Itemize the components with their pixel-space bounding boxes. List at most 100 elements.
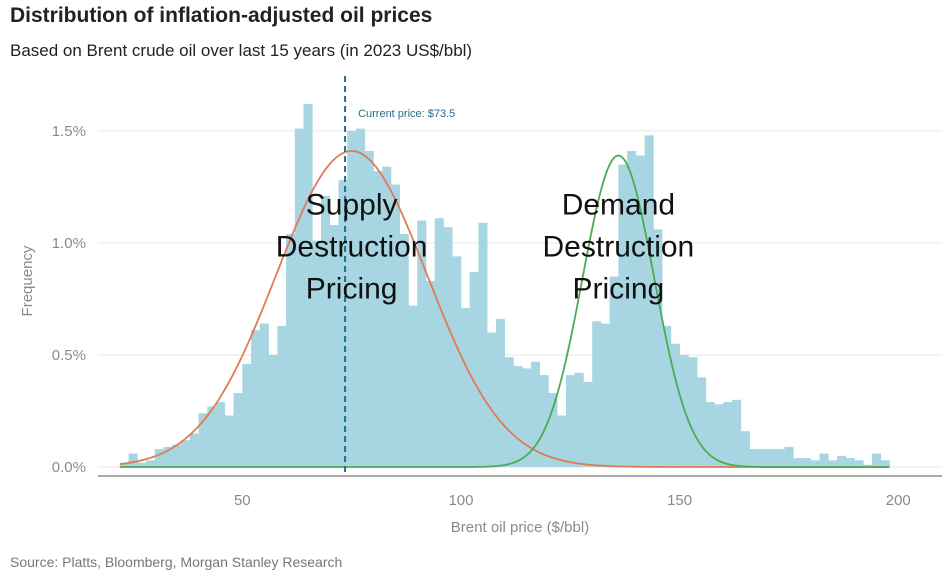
histogram-bar bbox=[268, 354, 278, 468]
demand-destruction-curve bbox=[119, 154, 890, 468]
histogram-bar bbox=[452, 256, 462, 468]
histogram-bar bbox=[224, 415, 234, 468]
histogram-bar bbox=[723, 402, 733, 468]
histogram-bar bbox=[714, 404, 724, 468]
histogram-bar bbox=[557, 415, 567, 468]
histogram-bar bbox=[732, 399, 742, 468]
y-tick-label: 1.0% bbox=[52, 235, 86, 252]
histogram-bar bbox=[749, 449, 759, 468]
y-tick-label: 1.5% bbox=[52, 123, 86, 140]
histogram-bar bbox=[277, 325, 287, 468]
annotation-text: Pricing bbox=[573, 272, 665, 305]
annotation-text: Pricing bbox=[306, 272, 398, 305]
x-tick-label: 150 bbox=[667, 492, 692, 509]
histogram-bar bbox=[347, 130, 357, 468]
histogram-bar bbox=[443, 227, 453, 468]
histogram-bar bbox=[478, 222, 488, 468]
histogram-bar bbox=[303, 103, 313, 468]
histogram-bar bbox=[259, 323, 269, 468]
histogram-bar bbox=[504, 357, 514, 468]
histogram-bar bbox=[670, 343, 680, 468]
histogram-bar bbox=[154, 449, 164, 468]
histogram-bar bbox=[775, 449, 785, 468]
x-tick-label: 50 bbox=[234, 492, 251, 509]
histogram-bar bbox=[321, 195, 331, 468]
y-tick-label: 0.5% bbox=[52, 347, 86, 364]
histogram-bar bbox=[688, 357, 698, 468]
y-axis-label: Frequency bbox=[19, 245, 36, 316]
histogram-bar bbox=[495, 319, 505, 468]
histogram-bar bbox=[181, 440, 191, 468]
axes: 50 100 150 200 0.0% 0.5% 1.0% 1.5% Brent oil pri… bbox=[19, 123, 942, 536]
histogram-bar bbox=[653, 229, 663, 468]
histogram-bar bbox=[802, 458, 812, 468]
histogram-bar bbox=[137, 462, 147, 468]
histogram-bar bbox=[574, 372, 584, 468]
histogram-bar bbox=[338, 180, 348, 468]
histogram-bar bbox=[872, 453, 882, 468]
histogram-bar bbox=[469, 272, 479, 468]
histogram-bar bbox=[627, 151, 637, 468]
histogram-bar bbox=[530, 361, 540, 468]
histogram-bar bbox=[460, 307, 471, 468]
histogram-bar bbox=[837, 455, 847, 468]
histogram-bar bbox=[784, 446, 794, 468]
histogram-bar bbox=[767, 449, 777, 468]
histogram-bar bbox=[417, 220, 427, 468]
histogram-bar bbox=[513, 366, 523, 468]
histogram-bar bbox=[644, 135, 654, 468]
histogram-bar bbox=[207, 406, 217, 468]
histogram-bar bbox=[233, 393, 243, 468]
histogram-bar bbox=[163, 446, 173, 468]
histogram-bar bbox=[635, 155, 645, 468]
histogram-bar bbox=[242, 363, 252, 468]
histogram-bar bbox=[548, 393, 558, 468]
histogram-bar bbox=[434, 218, 444, 468]
histogram-bar bbox=[522, 368, 532, 468]
histogram-bar bbox=[705, 402, 715, 468]
histogram-bar bbox=[662, 325, 672, 468]
histogram-bar bbox=[618, 164, 628, 468]
histogram-bar bbox=[172, 444, 182, 468]
histogram-bar bbox=[592, 321, 602, 468]
histogram-bar bbox=[216, 402, 226, 468]
annotation-text: Supply bbox=[306, 188, 398, 221]
current-price-marker: Current price: $73.5 bbox=[344, 76, 455, 476]
histogram-bar bbox=[408, 305, 418, 468]
histogram-bar bbox=[600, 323, 610, 468]
histogram-bar bbox=[312, 240, 322, 468]
histogram-bar bbox=[863, 464, 873, 468]
y-tick-label: 0.0% bbox=[52, 459, 86, 476]
histogram-bar bbox=[880, 460, 890, 468]
histogram-bar bbox=[793, 458, 803, 468]
histogram-bars bbox=[119, 103, 890, 468]
histogram-bar bbox=[119, 462, 129, 468]
chart-subtitle: Based on Brent crude oil over last 15 ye… bbox=[10, 41, 473, 60]
histogram-bar bbox=[845, 458, 855, 468]
histogram-bar bbox=[828, 460, 838, 468]
histogram-bar bbox=[583, 381, 593, 468]
annotation-text: Demand bbox=[562, 188, 675, 221]
histogram-bar bbox=[373, 171, 383, 468]
x-axis-label: Brent oil price ($/bbl) bbox=[451, 519, 589, 536]
distribution-curves bbox=[119, 150, 890, 468]
histogram-bar bbox=[399, 233, 409, 468]
histogram-bar bbox=[329, 224, 339, 468]
histogram-bar bbox=[819, 453, 829, 468]
chart-title: Distribution of inflation-adjusted oil p… bbox=[10, 4, 433, 27]
histogram-bar bbox=[740, 431, 750, 468]
annotation-text: Destruction bbox=[543, 230, 695, 263]
histogram-bar bbox=[609, 276, 619, 468]
annotations: Supply Destruction Pricing Demand Destructio… bbox=[276, 188, 694, 305]
histogram-bar bbox=[128, 453, 138, 468]
histogram-bar bbox=[356, 128, 366, 468]
current-price-label: Current price: $73.5 bbox=[358, 108, 455, 120]
histogram-bar bbox=[364, 151, 374, 468]
histogram-bar bbox=[487, 332, 497, 468]
x-tick-label: 200 bbox=[886, 492, 911, 509]
histogram-bar bbox=[697, 377, 707, 468]
histogram-bar bbox=[251, 330, 261, 468]
histogram-bar bbox=[294, 128, 304, 468]
histogram-bar bbox=[810, 460, 820, 468]
